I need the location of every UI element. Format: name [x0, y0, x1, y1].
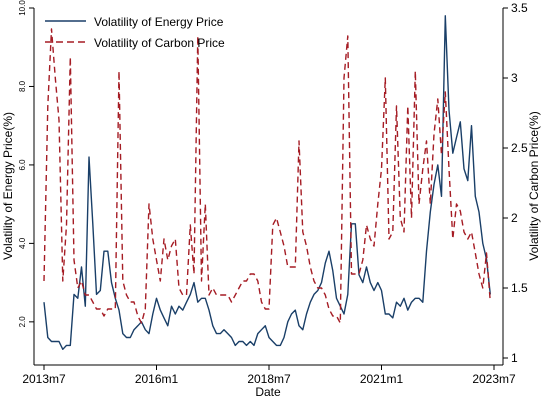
left-y-axis-label: Volatility of Energy Price(%) — [1, 112, 15, 260]
right-y-axis-label: Volatility of Carbon Price(%) — [527, 111, 541, 260]
carbon-price-volatility-line — [43, 28, 491, 324]
x-tick-label: 2016m1 — [135, 372, 179, 386]
left-y-tick-label: 2.0 — [18, 316, 27, 328]
legend: Volatility of Energy Price Volatility of… — [45, 15, 225, 50]
series-layer — [43, 15, 491, 350]
x-tick-label: 2018m7 — [247, 372, 291, 386]
right-y-tick-label: 2.5 — [511, 141, 528, 155]
x-axis-label: Date — [255, 385, 281, 399]
left-y-tick-label: 10.0 — [18, 0, 27, 16]
legend-label-carbon: Volatility of Carbon Price — [94, 36, 225, 50]
left-y-tick-label: 8.0 — [18, 80, 27, 92]
left-y-tick-label: 6.0 — [18, 159, 27, 171]
right-y-tick-label: 1.5 — [511, 281, 528, 295]
right-y-tick-label: 3 — [511, 71, 518, 85]
right-y-tick-label: 2 — [511, 211, 518, 225]
legend-label-energy: Volatility of Energy Price — [94, 15, 224, 29]
right-y-ticks: 1 1.5 2 2.5 3 3.5 — [503, 1, 528, 365]
x-tick-label: 2013m7 — [22, 372, 66, 386]
x-tick-label: 2021m1 — [360, 372, 404, 386]
x-ticks: 2013m7 2016m1 2018m7 2021m1 2023m7 — [22, 365, 516, 386]
x-tick-label: 2023m7 — [472, 372, 516, 386]
left-y-ticks: 2.0 4.0 6.0 8.0 10.0 — [18, 0, 34, 327]
right-y-tick-label: 1 — [511, 351, 518, 365]
right-y-tick-label: 3.5 — [511, 1, 528, 15]
left-y-tick-label: 4.0 — [18, 237, 27, 249]
energy-price-volatility-line — [43, 15, 491, 350]
